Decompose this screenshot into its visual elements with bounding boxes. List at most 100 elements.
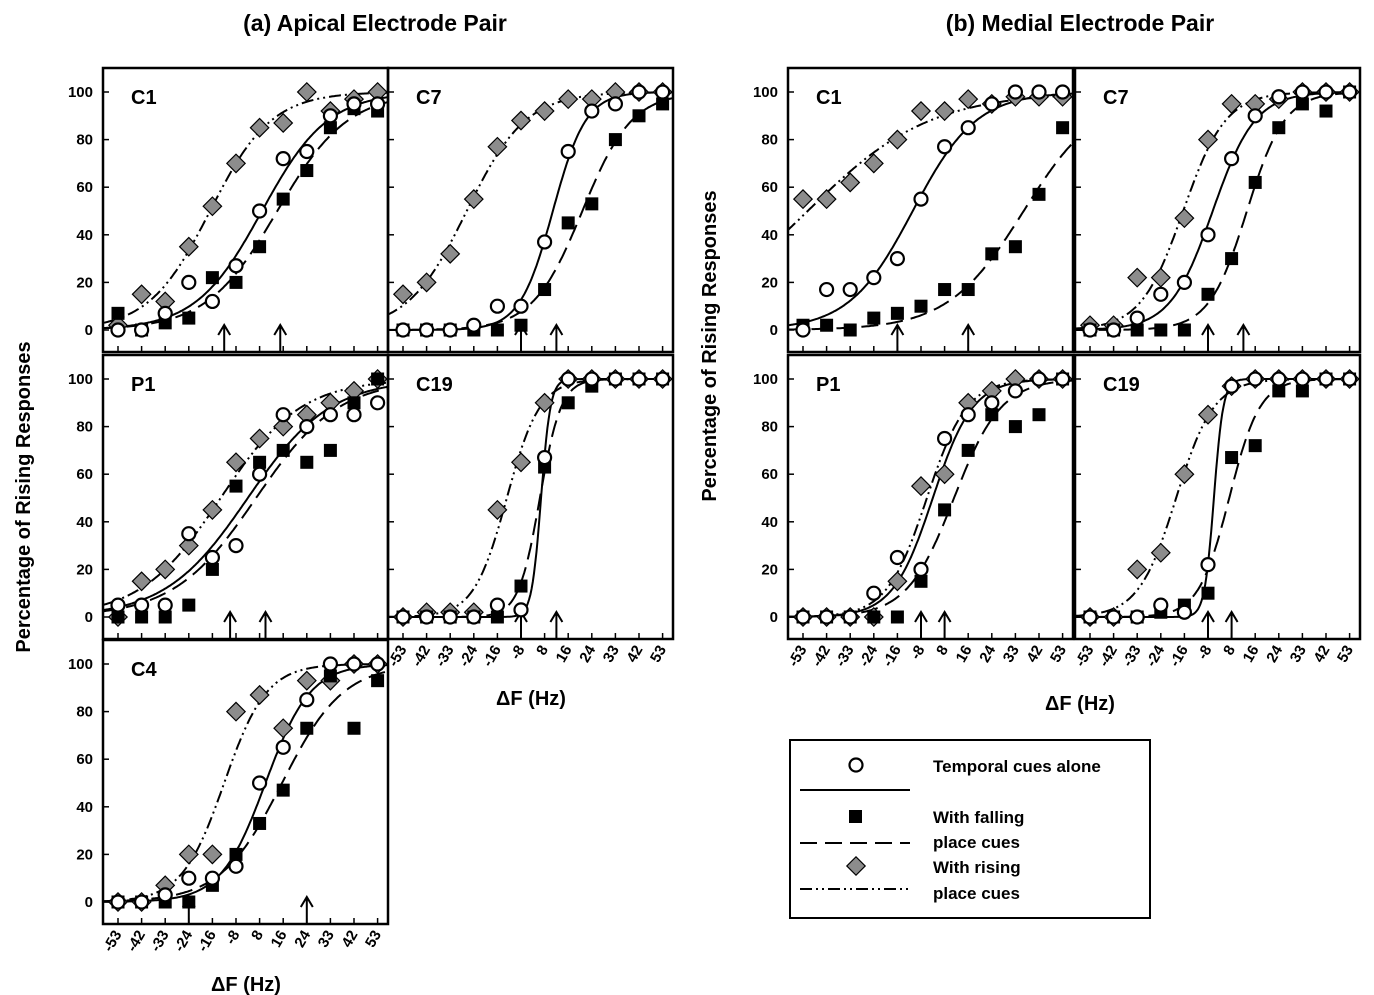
falling-point <box>205 271 219 285</box>
y-tick-label: 20 <box>761 274 778 291</box>
x-tick-label: 8 <box>533 643 552 659</box>
temporal-point <box>795 322 811 338</box>
falling-point <box>182 895 196 909</box>
falling-point <box>608 133 622 147</box>
x-tick-label: -33 <box>432 643 458 670</box>
panel-frame <box>1073 66 1362 354</box>
x-tick-label: -16 <box>1166 643 1192 670</box>
falling-point <box>843 323 857 337</box>
rising-point <box>296 670 317 691</box>
rising-point <box>958 89 979 110</box>
temporal-point <box>1007 383 1024 399</box>
rising-point <box>510 452 532 473</box>
rising-point <box>534 392 555 413</box>
rising-point <box>487 499 508 520</box>
y-tick-label: 40 <box>76 799 93 816</box>
temporal-point <box>157 597 173 613</box>
x-tick-label: 33 <box>1000 643 1023 666</box>
falling-point <box>1225 451 1239 465</box>
x-tick-label: -42 <box>408 643 434 670</box>
rising-point <box>1127 267 1148 288</box>
rising-point <box>934 100 955 122</box>
temporal-point <box>536 234 553 250</box>
falling-point <box>938 283 952 297</box>
temporal-point <box>466 317 482 333</box>
temporal-fit-curve <box>103 664 388 903</box>
panel-title: C4 <box>131 659 157 681</box>
falling-point <box>1295 384 1309 398</box>
rising-point <box>273 718 294 739</box>
temporal-point <box>842 281 858 298</box>
falling-fit-curve <box>103 100 388 330</box>
y-tick-label: 60 <box>761 466 778 483</box>
falling-point <box>300 455 314 469</box>
temporal-point <box>322 108 338 124</box>
temporal-point <box>1105 609 1122 625</box>
y-tick-label: 60 <box>76 179 93 196</box>
temporal-point <box>1054 84 1071 100</box>
threshold-arrow <box>961 323 976 351</box>
temporal-point <box>1247 371 1263 387</box>
rising-point <box>792 189 814 210</box>
temporal-point <box>299 419 315 435</box>
falling-point <box>1201 287 1215 301</box>
falling-point <box>514 579 528 593</box>
y-tick-label: 100 <box>753 371 778 388</box>
x-tick-label: -24 <box>171 927 197 955</box>
temporal-point <box>157 887 173 903</box>
apical-bottom-x-axis-label: ΔF (Hz) <box>211 974 281 995</box>
threshold-arrow <box>937 610 952 638</box>
rising-point <box>934 464 955 485</box>
x-tick-label: -24 <box>1143 642 1169 670</box>
y-tick-label: 0 <box>770 322 778 339</box>
temporal-point <box>110 894 126 910</box>
falling-fit-curve <box>103 670 388 903</box>
temporal-point <box>1153 597 1169 613</box>
temporal-point <box>1082 322 1098 338</box>
x-tick-label: 53 <box>1334 643 1357 666</box>
threshold-arrow <box>890 323 905 351</box>
temporal-point <box>631 84 647 100</box>
temporal-point <box>654 371 671 387</box>
rising-point <box>910 100 932 122</box>
temporal-point <box>275 151 291 167</box>
temporal-point <box>346 407 362 423</box>
rising-point <box>534 100 555 122</box>
threshold-arrow <box>549 323 564 351</box>
legend-falling-label-1: With falling <box>933 808 1024 827</box>
x-tick-label: 24 <box>1263 642 1286 666</box>
temporal-fit-curve <box>388 378 673 618</box>
falling-point <box>1248 175 1262 189</box>
falling-point <box>1154 323 1168 337</box>
rising-point <box>249 117 270 138</box>
temporal-point <box>181 274 197 290</box>
falling-point <box>1295 97 1309 111</box>
rising-point <box>202 499 223 520</box>
panel-frame <box>386 353 675 641</box>
legend-falling-label-2: place cues <box>933 833 1020 852</box>
temporal-point <box>984 96 1000 112</box>
rising-point <box>463 189 484 210</box>
falling-point <box>585 197 599 211</box>
x-tick-label: -42 <box>1095 643 1121 670</box>
temporal-point <box>1271 89 1287 105</box>
temporal-point <box>654 84 671 100</box>
temporal-point <box>181 526 197 542</box>
temporal-point <box>275 739 291 755</box>
y-tick-label: 100 <box>68 84 93 101</box>
falling-point <box>1008 240 1022 254</box>
falling-fit-curve <box>388 96 673 331</box>
temporal-point <box>936 430 953 447</box>
rising-point <box>273 112 294 133</box>
rising-point <box>131 284 152 305</box>
falling-point <box>1177 323 1191 337</box>
threshold-arrow <box>273 323 288 351</box>
x-tick-label: -33 <box>1119 643 1145 670</box>
temporal-point <box>795 609 811 625</box>
rising-point <box>816 189 837 210</box>
temporal-point <box>913 191 929 207</box>
threshold-arrow <box>299 895 314 923</box>
fit-curves <box>103 91 388 330</box>
rising-point <box>1245 93 1266 114</box>
temporal-point <box>252 203 268 219</box>
